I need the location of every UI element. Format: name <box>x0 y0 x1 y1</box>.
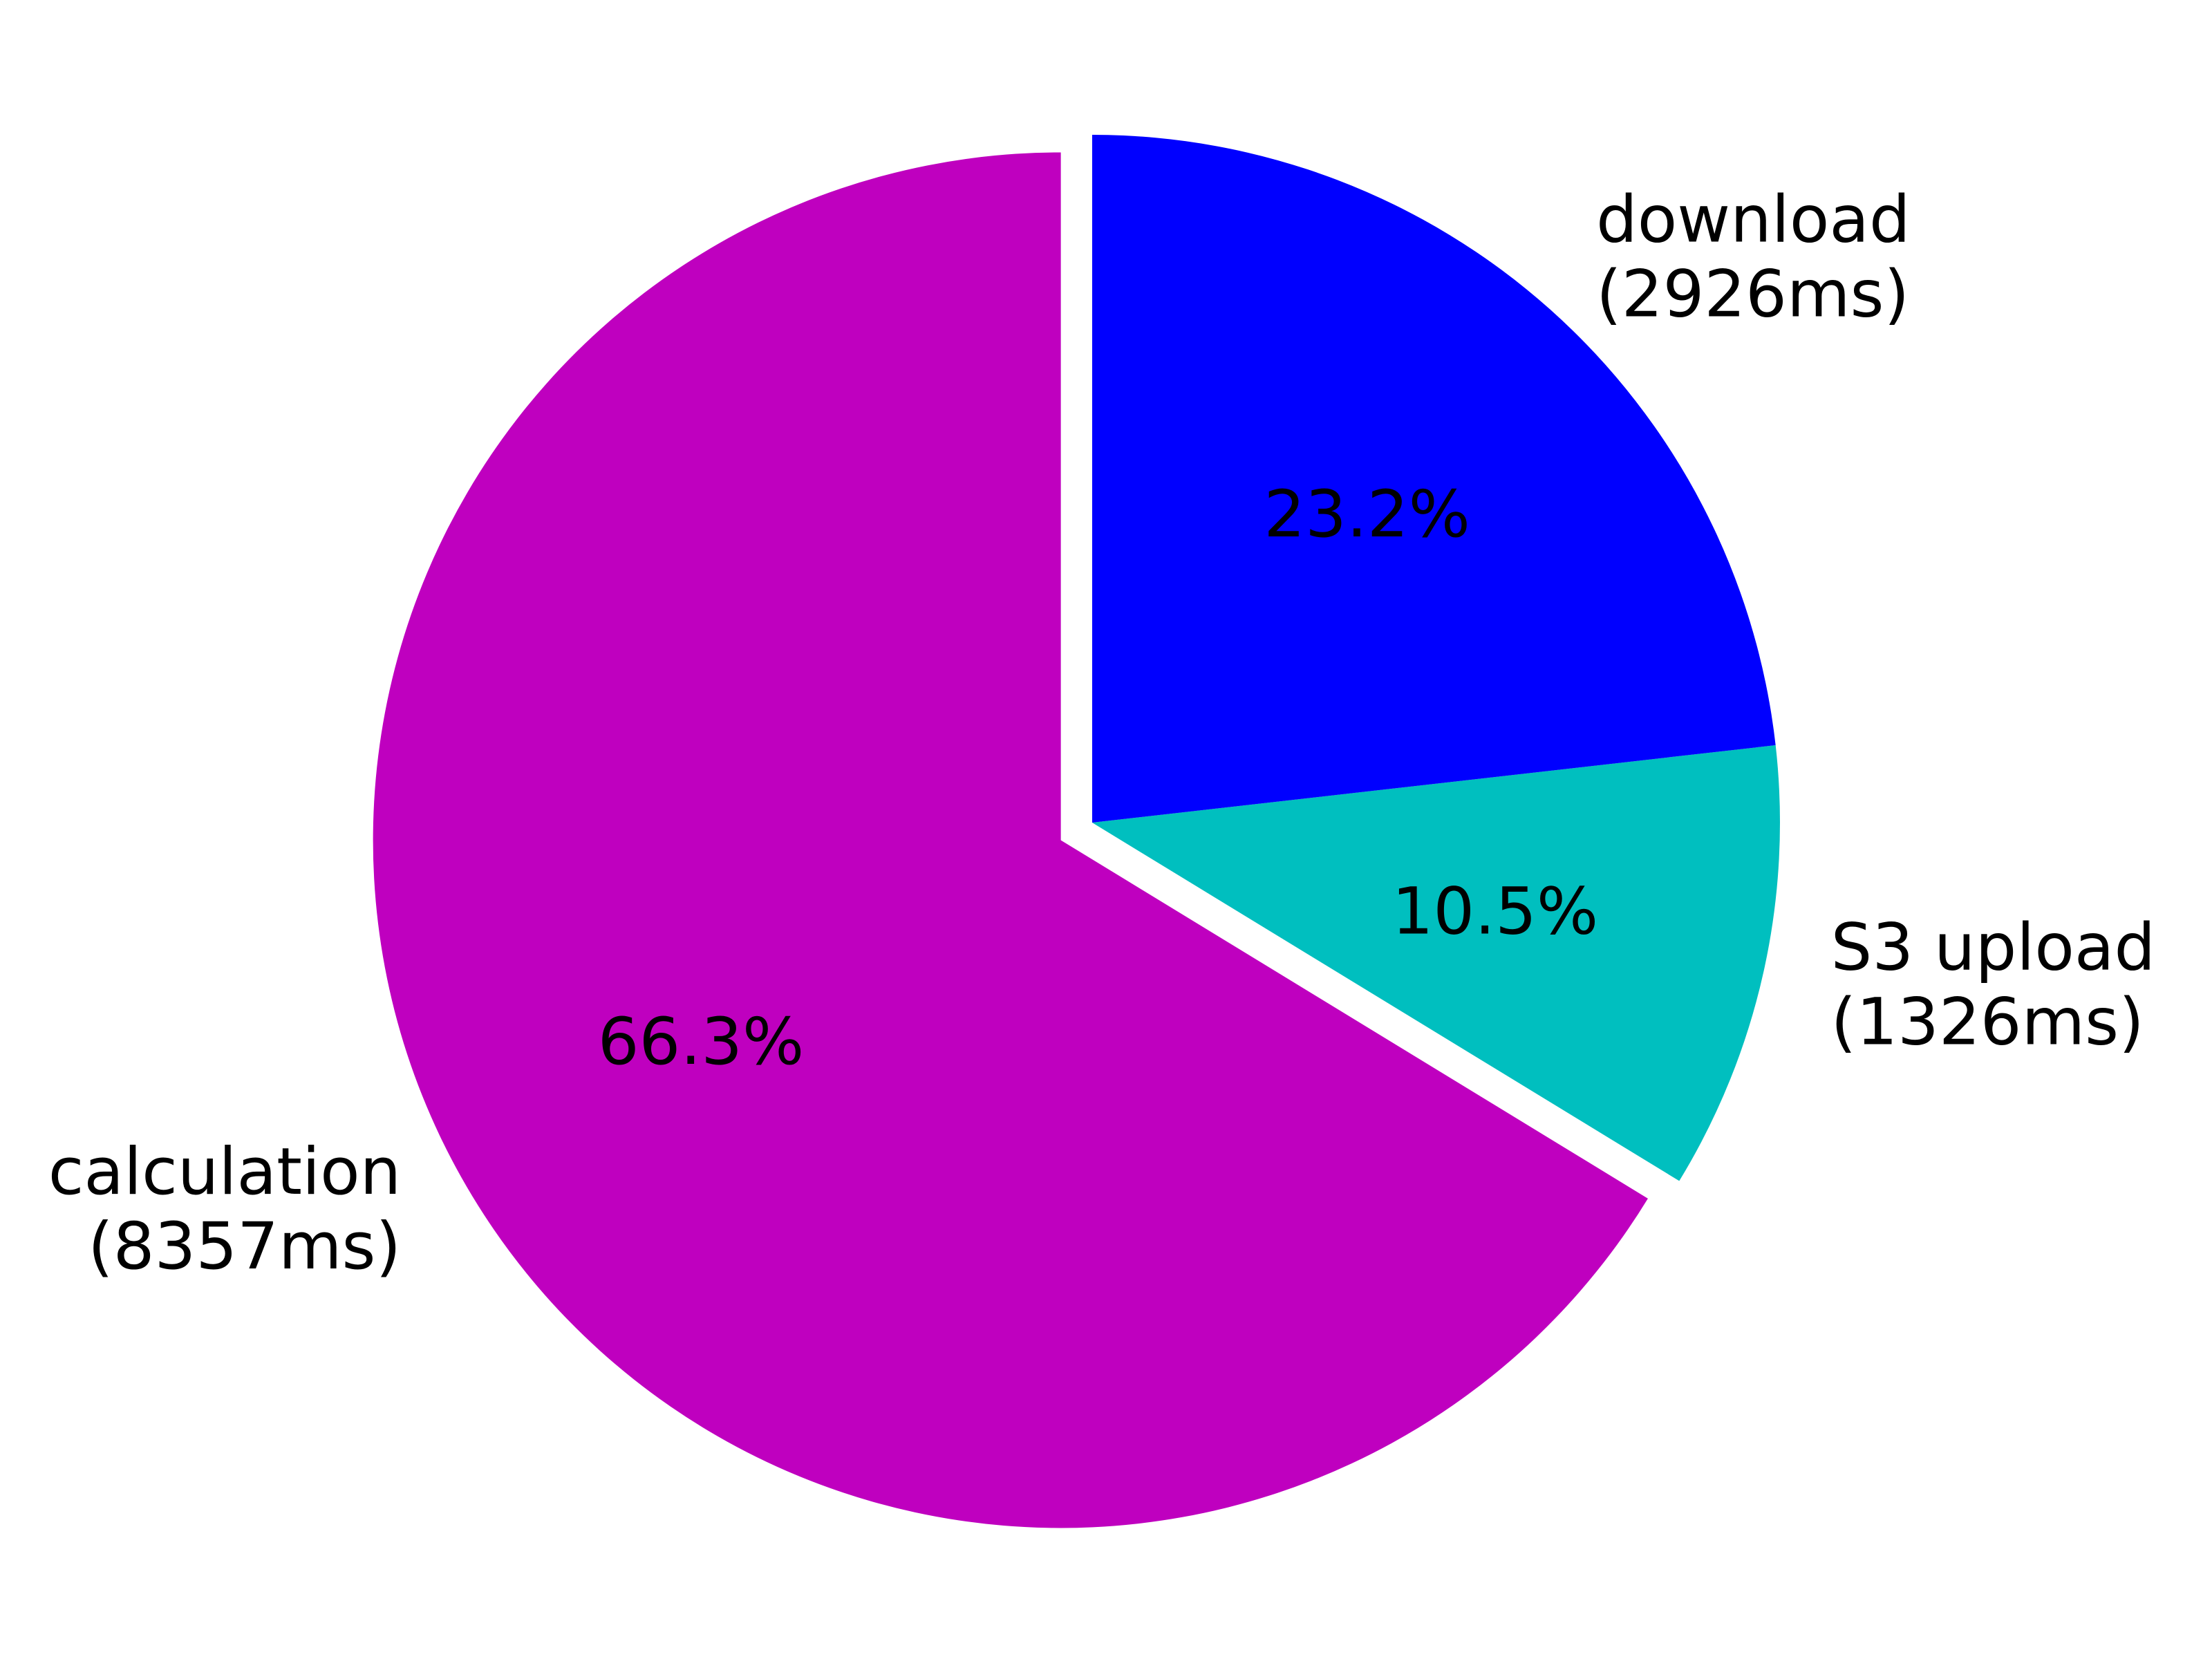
slices-group <box>373 135 1781 1528</box>
percent-label-calculation: 66.3% <box>598 1004 805 1080</box>
percent-label-s3-upload: 10.5% <box>1392 874 1599 949</box>
category-label-calculation: calculation (8357ms) <box>48 1134 401 1284</box>
slice-download <box>1092 135 1776 823</box>
slice-s3-upload <box>1092 745 1781 1181</box>
category-labels-group: calculation (8357ms) S3 upload (1326ms) down… <box>48 182 2155 1284</box>
category-label-s3-upload: S3 upload (1326ms) <box>1831 910 2156 1060</box>
category-label-download: download (2926ms) <box>1596 182 1911 332</box>
percent-label-download: 23.2% <box>1264 477 1470 552</box>
percent-labels-group: 66.3% 10.5% 23.2% <box>598 477 1599 1080</box>
slice-calculation <box>373 152 1648 1528</box>
